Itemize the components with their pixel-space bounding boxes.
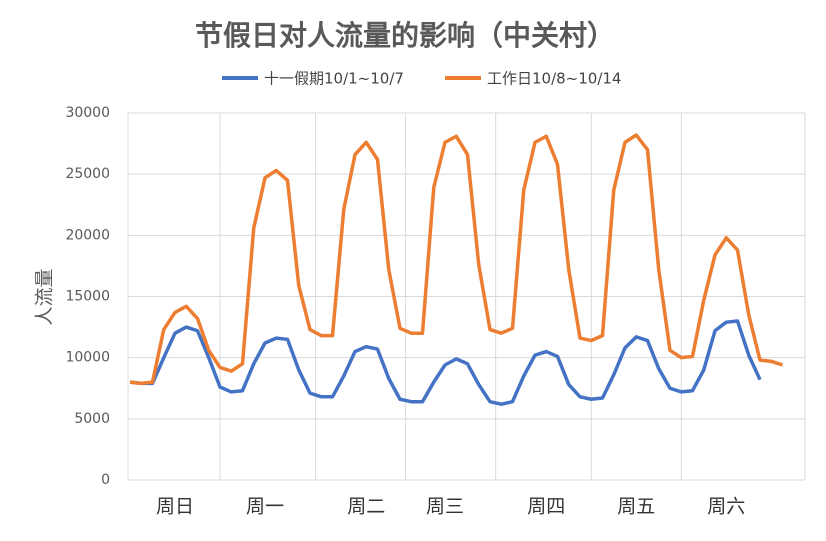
- x-tick-label: 周五: [617, 496, 655, 518]
- line-series: [129, 319, 762, 406]
- y-tick-label: 15000: [65, 289, 110, 305]
- y-tick-label: 20000: [65, 227, 110, 243]
- y-tick-label: 10000: [65, 350, 110, 366]
- x-tick-label: 周一: [246, 496, 284, 518]
- legend-label: 十一假期10/1~10/7: [264, 70, 404, 88]
- line-series: [129, 133, 784, 386]
- x-tick-label: 周四: [527, 496, 565, 518]
- x-tick-label: 周六: [707, 496, 745, 518]
- x-tick-label: 周三: [426, 496, 464, 518]
- x-tick-label: 周日: [156, 496, 194, 518]
- x-tick-label: 周二: [347, 496, 385, 518]
- y-tick-label: 0: [101, 472, 110, 488]
- chart-title: 节假日对人流量的影响（中关村）: [195, 19, 615, 52]
- y-axis-label: 人流量: [34, 268, 56, 325]
- y-tick-label: 30000: [65, 105, 110, 121]
- legend-label: 工作日10/8~10/14: [487, 70, 621, 88]
- y-tick-label: 5000: [74, 411, 110, 427]
- y-tick-label: 25000: [65, 166, 110, 182]
